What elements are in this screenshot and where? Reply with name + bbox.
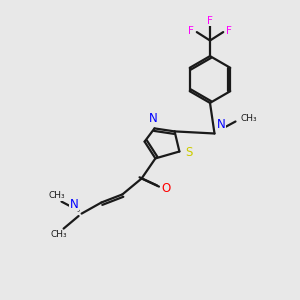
Text: N: N: [148, 112, 158, 125]
Text: O: O: [161, 182, 170, 195]
Text: F: F: [226, 26, 232, 36]
Text: CH₃: CH₃: [241, 114, 257, 123]
Text: CH₃: CH₃: [49, 191, 65, 200]
Text: N: N: [217, 118, 226, 131]
Text: N: N: [70, 198, 79, 211]
Text: F: F: [207, 16, 213, 26]
Text: F: F: [188, 26, 194, 36]
Text: CH₃: CH₃: [51, 230, 68, 239]
Text: S: S: [185, 146, 192, 160]
